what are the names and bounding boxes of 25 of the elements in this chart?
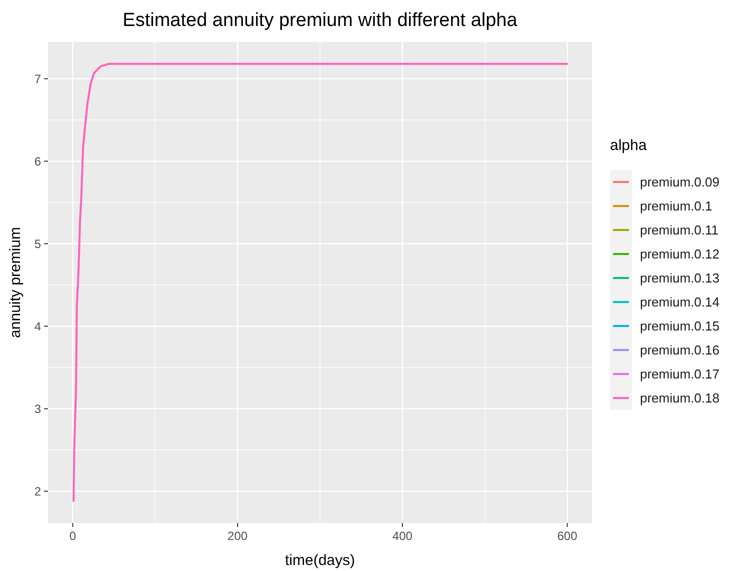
legend-label: premium.0.12 bbox=[640, 246, 720, 262]
y-tick-label: 3 bbox=[34, 402, 42, 416]
x-tick-label: 200 bbox=[228, 529, 248, 543]
legend-title: alpha bbox=[610, 137, 648, 154]
x-tick-label: 400 bbox=[392, 529, 413, 543]
x-tick-label: 600 bbox=[557, 529, 578, 543]
legend-label: premium.0.15 bbox=[640, 318, 720, 334]
legend-label: premium.0.1 bbox=[640, 198, 712, 214]
x-axis-title: time(days) bbox=[284, 552, 356, 569]
y-tick-label: 5 bbox=[34, 236, 42, 251]
legend-label: premium.0.14 bbox=[640, 294, 720, 310]
y-tick-label: 6 bbox=[34, 154, 42, 168]
line-series bbox=[72, 62, 568, 502]
y-tick-label: 2 bbox=[34, 484, 42, 498]
legend-label: premium.0.18 bbox=[640, 390, 720, 406]
y-tick-label: 4 bbox=[34, 319, 42, 334]
y-axis-title: annuity premium bbox=[7, 227, 24, 338]
chart-title: Estimated annuity premium with different alpha bbox=[122, 10, 518, 31]
legend-label: premium.0.13 bbox=[640, 270, 720, 286]
legend-label: premium.0.11 bbox=[640, 222, 719, 238]
legend-label: premium.0.16 bbox=[640, 342, 720, 358]
legend-label: premium.0.09 bbox=[640, 174, 720, 190]
x-tick-label: 0 bbox=[69, 529, 76, 543]
legend-label: premium.0.17 bbox=[640, 366, 720, 382]
y-tick-label: 7 bbox=[34, 72, 42, 86]
